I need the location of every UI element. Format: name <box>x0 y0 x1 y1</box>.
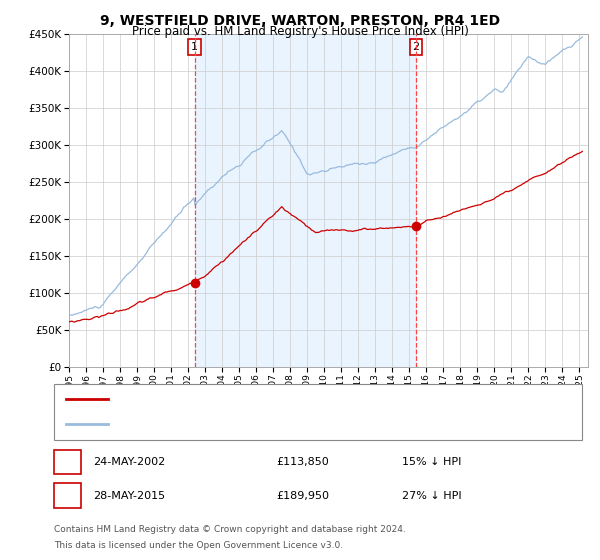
Text: 15% ↓ HPI: 15% ↓ HPI <box>402 457 461 467</box>
Text: Contains HM Land Registry data © Crown copyright and database right 2024.: Contains HM Land Registry data © Crown c… <box>54 525 406 534</box>
Text: Price paid vs. HM Land Registry's House Price Index (HPI): Price paid vs. HM Land Registry's House … <box>131 25 469 38</box>
Text: 1: 1 <box>64 457 71 467</box>
Text: 28-MAY-2015: 28-MAY-2015 <box>93 491 165 501</box>
Text: HPI: Average price, detached house, Fylde: HPI: Average price, detached house, Fyld… <box>114 419 334 429</box>
Text: 2: 2 <box>64 491 71 501</box>
Text: This data is licensed under the Open Government Licence v3.0.: This data is licensed under the Open Gov… <box>54 542 343 550</box>
Text: 2: 2 <box>413 42 419 52</box>
Text: £113,850: £113,850 <box>276 457 329 467</box>
Text: 27% ↓ HPI: 27% ↓ HPI <box>402 491 461 501</box>
Text: 24-MAY-2002: 24-MAY-2002 <box>93 457 165 467</box>
Text: 1: 1 <box>191 42 198 52</box>
Bar <box>195 34 416 367</box>
Text: 9, WESTFIELD DRIVE, WARTON, PRESTON, PR4 1ED (detached house): 9, WESTFIELD DRIVE, WARTON, PRESTON, PR4… <box>114 394 474 404</box>
Text: £189,950: £189,950 <box>276 491 329 501</box>
Text: 9, WESTFIELD DRIVE, WARTON, PRESTON, PR4 1ED: 9, WESTFIELD DRIVE, WARTON, PRESTON, PR4… <box>100 14 500 28</box>
